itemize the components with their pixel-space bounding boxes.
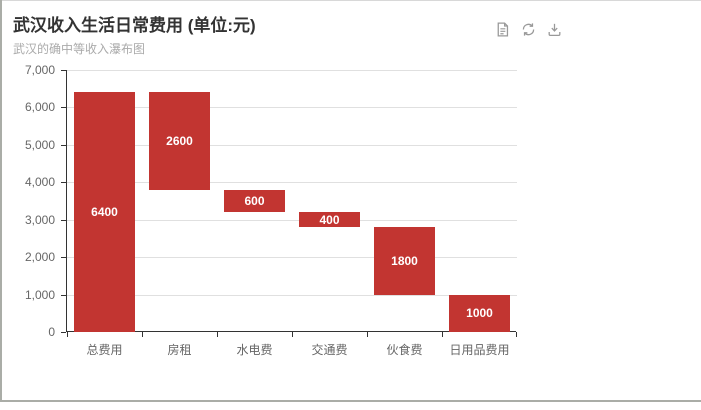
card-border-top	[0, 0, 701, 1]
x-axis-tick	[516, 332, 517, 337]
bar-伙食费[interactable]: 1800	[374, 227, 435, 295]
gridline	[67, 294, 517, 296]
y-axis-label: 3,000	[24, 212, 55, 227]
bar-日用品费用[interactable]: 1000	[449, 294, 510, 332]
y-axis-label: 5,000	[24, 137, 55, 152]
y-axis-label: 4,000	[24, 175, 55, 190]
bar-水电费[interactable]: 600	[224, 189, 285, 213]
y-axis-tick	[61, 257, 66, 259]
x-axis-tick	[292, 332, 293, 337]
card-border-left	[0, 0, 2, 402]
y-axis-label: 1,000	[24, 287, 55, 302]
bar-交通费[interactable]: 400	[299, 212, 360, 228]
gridline	[67, 182, 517, 184]
y-axis-tick	[61, 182, 66, 184]
x-axis-tick	[442, 332, 443, 337]
x-axis-label: 日用品费用	[449, 343, 510, 357]
gridline	[67, 219, 517, 221]
x-axis-tick	[367, 332, 368, 337]
x-axis-label: 伙食费	[386, 343, 423, 357]
bar-value-label: 6400	[91, 205, 118, 220]
x-axis-tick	[67, 332, 68, 337]
y-axis-label: 0	[48, 325, 55, 339]
bar-房租[interactable]: 2600	[149, 92, 210, 190]
y-axis-tick	[61, 107, 66, 109]
y-axis-label: 6,000	[24, 100, 55, 115]
y-axis-tick	[61, 294, 66, 296]
plot-area: 0 1,000 2,000 3,000 4,000 5,000 6,000 7,000 总费用 房…	[25, 63, 517, 357]
bar-value-label: 400	[319, 212, 340, 227]
bar-value-label: 2600	[166, 134, 193, 149]
y-axis-label: 7,000	[24, 63, 55, 77]
gridline	[67, 144, 517, 146]
chart-title: 武汉收入生活日常费用 (单位:元)	[13, 16, 256, 35]
x-axis-tick	[142, 332, 143, 337]
gridline	[67, 70, 517, 71]
y-axis-tick	[61, 332, 66, 333]
gridline	[67, 107, 517, 109]
y-axis-tick	[61, 144, 66, 146]
y-axis-tick	[61, 219, 66, 221]
x-axis-label: 房租	[167, 343, 192, 357]
x-axis-label: 水电费	[236, 343, 273, 357]
bar-value-label: 1800	[391, 253, 418, 268]
y-axis-tick	[61, 70, 66, 71]
x-axis-tick	[217, 332, 218, 337]
chart-toolbox	[494, 21, 563, 38]
x-axis-label: 交通费	[311, 343, 348, 357]
chart-subtitle: 武汉的确中等收入瀑布图	[13, 42, 146, 56]
card-border-bottom	[0, 400, 701, 402]
bar-总费用[interactable]: 6400	[74, 92, 135, 332]
x-axis-label: 总费用	[86, 343, 123, 357]
gridline	[67, 257, 517, 259]
y-axis-label: 2,000	[24, 250, 55, 265]
bar-value-label: 600	[244, 193, 265, 208]
restore-icon[interactable]	[520, 21, 537, 38]
bar-value-label: 1000	[466, 306, 493, 321]
save-as-image-icon[interactable]	[546, 21, 563, 38]
data-view-icon[interactable]	[494, 21, 511, 38]
